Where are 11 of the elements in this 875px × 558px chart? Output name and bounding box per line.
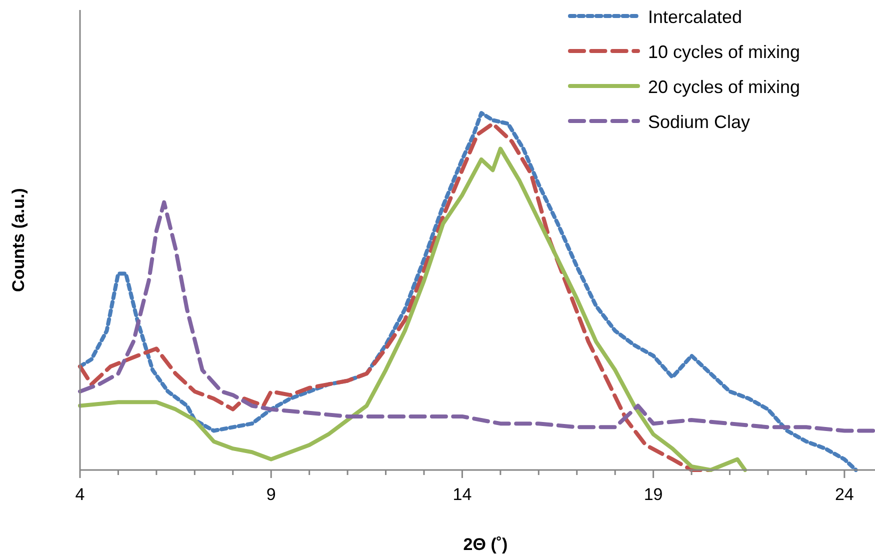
x-tick-label: 24	[834, 485, 854, 504]
x-tick-label: 9	[266, 485, 276, 504]
x-axis-title: 2Θ (˚)	[463, 535, 508, 554]
x-tick-label: 19	[644, 485, 663, 504]
legend-label: 20 cycles of mixing	[648, 77, 800, 97]
x-tick-label: 4	[75, 485, 85, 504]
legend-label: 10 cycles of mixing	[648, 42, 800, 62]
x-tick-label: 14	[452, 485, 472, 504]
legend-label: Sodium Clay	[648, 112, 750, 132]
legend-label: Intercalated	[648, 7, 742, 27]
y-axis-title: Counts (a.u.)	[9, 188, 28, 292]
